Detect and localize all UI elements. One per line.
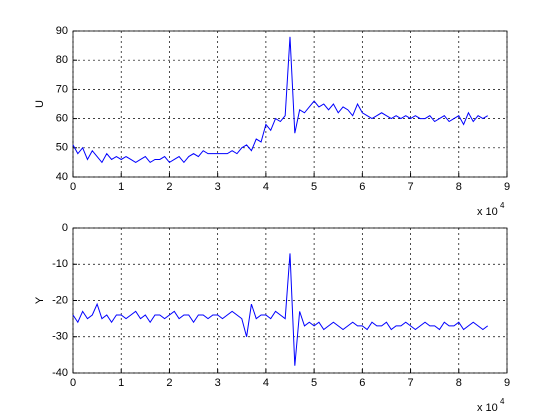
- x-tick-label: 7: [407, 181, 413, 193]
- x-tick-label: 7: [407, 377, 413, 389]
- x-tick-label: 3: [215, 181, 221, 193]
- plot-area: [73, 31, 507, 177]
- axes-box: [72, 227, 508, 374]
- x-tick-label: 0: [70, 377, 76, 389]
- x-tick-label: 9: [504, 377, 510, 389]
- x-multiplier: x 10: [477, 206, 498, 218]
- x-multiplier-power: 4: [500, 397, 505, 406]
- x-tick-label: 4: [263, 181, 269, 193]
- axes-box: [72, 30, 508, 178]
- y-tick-label: -30: [52, 331, 68, 343]
- y-axis-label: Y: [34, 296, 46, 304]
- y-tick-label: 90: [56, 25, 68, 37]
- y-tick-label: 60: [56, 113, 68, 125]
- y-tick-label: -10: [52, 258, 68, 270]
- y-tick-label: 50: [56, 142, 68, 154]
- y-tick-label: 70: [56, 83, 68, 95]
- x-tick-label: 4: [263, 377, 269, 389]
- x-tick-label: 5: [311, 181, 317, 193]
- y-tick-label: -40: [52, 367, 68, 379]
- y-tick-label: 80: [56, 54, 68, 66]
- x-tick-label: 6: [359, 181, 365, 193]
- x-tick-label: 2: [166, 377, 172, 389]
- y-tick-label: -20: [52, 294, 68, 306]
- x-tick-label: 1: [118, 181, 124, 193]
- x-tick-label: 0: [70, 181, 76, 193]
- data-line: [72, 36, 488, 164]
- x-tick-label: 5: [311, 377, 317, 389]
- x-tick-label: 2: [166, 181, 172, 193]
- x-tick-label: 3: [215, 377, 221, 389]
- x-tick-label: 8: [456, 377, 462, 389]
- x-tick-label: 1: [118, 377, 124, 389]
- data-line: [72, 253, 489, 366]
- x-tick-label: 9: [504, 181, 510, 193]
- x-multiplier: x 10: [477, 402, 498, 414]
- y-axis-label: U: [34, 100, 46, 108]
- x-tick-label: 6: [359, 377, 365, 389]
- x-tick-label: 8: [456, 181, 462, 193]
- y-tick-label: 40: [56, 171, 68, 183]
- y-tick-label: 0: [62, 222, 68, 234]
- x-multiplier-power: 4: [500, 201, 505, 210]
